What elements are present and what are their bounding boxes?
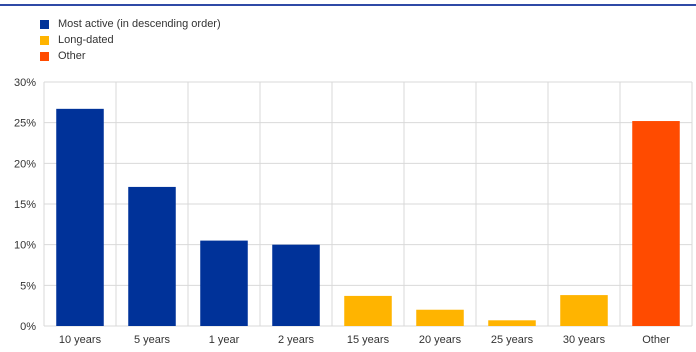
top-rule	[0, 4, 696, 6]
chart-bars	[56, 108, 680, 326]
x-axis-ticks: 10 years 5 years 1 year 2 years 15 years 20 y…	[59, 334, 670, 346]
x-tick-label: 20 years	[419, 334, 462, 346]
y-tick-label: 0%	[20, 321, 36, 333]
bar	[344, 295, 392, 326]
bar	[416, 309, 464, 326]
y-tick-label: 15%	[14, 199, 36, 211]
bar	[56, 108, 104, 326]
legend-swatch-other	[40, 51, 49, 61]
y-tick-label: 20%	[14, 158, 36, 170]
y-tick-label: 25%	[14, 118, 36, 130]
x-tick-label: 2 years	[278, 334, 315, 346]
bar	[560, 295, 608, 326]
x-tick-label: 30 years	[563, 334, 606, 346]
y-tick-label: 10%	[14, 240, 36, 252]
x-tick-label: 1 year	[209, 334, 240, 346]
legend-item-most-active: Most active (in descending order)	[40, 16, 221, 32]
x-tick-label: 5 years	[134, 334, 171, 346]
chart-legend: Most active (in descending order) Long-d…	[40, 16, 221, 64]
x-tick-label: 10 years	[59, 334, 102, 346]
legend-label-most-active: Most active (in descending order)	[58, 18, 221, 30]
bar	[272, 244, 320, 326]
x-tick-label: 25 years	[491, 334, 534, 346]
y-axis-ticks: 0% 5% 10% 15% 20% 25% 30%	[14, 77, 36, 333]
y-tick-label: 30%	[14, 77, 36, 89]
legend-label-long-dated: Long-dated	[58, 34, 114, 46]
legend-swatch-long-dated	[40, 35, 49, 45]
chart-grid	[43, 81, 693, 327]
bar	[128, 186, 176, 326]
legend-swatch-most-active	[40, 19, 49, 29]
bar	[488, 320, 536, 326]
legend-item-other: Other	[40, 48, 221, 64]
bar	[632, 121, 680, 326]
legend-item-long-dated: Long-dated	[40, 32, 221, 48]
x-tick-label: Other	[642, 334, 670, 346]
y-tick-label: 5%	[20, 280, 36, 292]
legend-label-other: Other	[58, 50, 86, 62]
bar	[200, 240, 248, 326]
x-tick-label: 15 years	[347, 334, 390, 346]
